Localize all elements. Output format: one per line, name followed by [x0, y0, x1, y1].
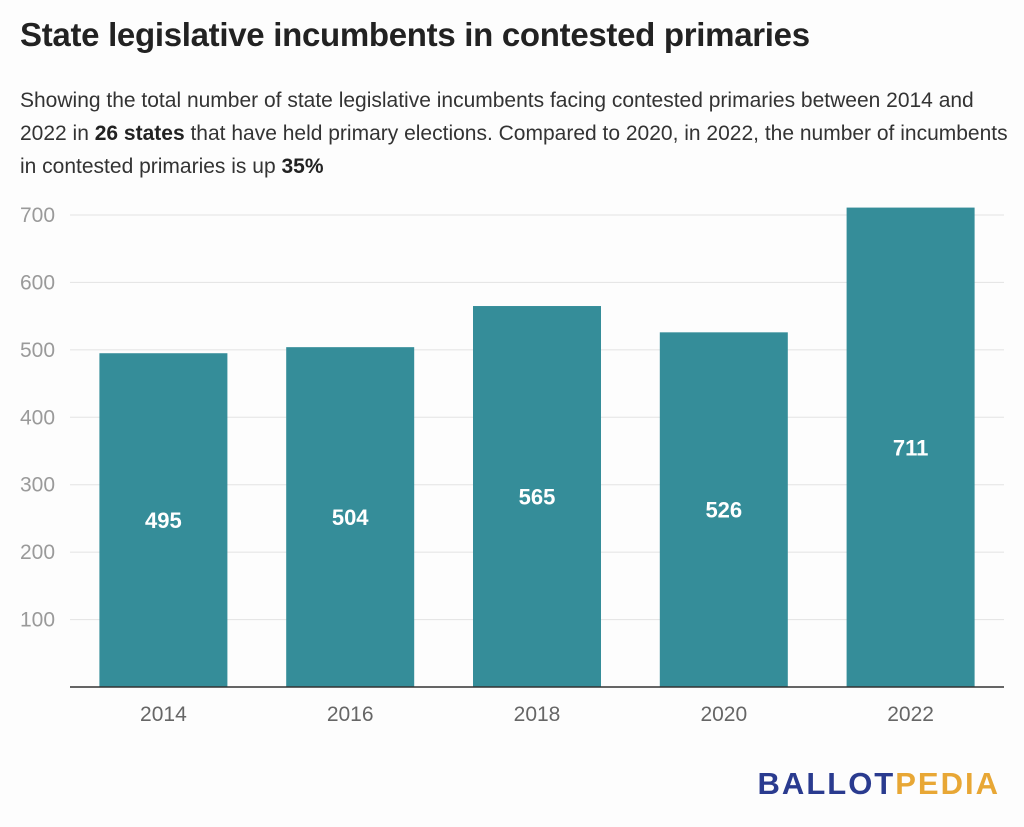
bar-2016 [286, 347, 415, 687]
data-label-2020: 526 [705, 498, 742, 523]
data-label-2018: 565 [519, 485, 556, 510]
data-label-2014: 495 [145, 508, 182, 533]
subtitle-text-2: that have held primary elections. Compar… [20, 122, 1008, 178]
x-tick-label-2018: 2018 [514, 703, 561, 726]
bar-2020 [659, 332, 788, 687]
chart-subtitle: Showing the total number of state legisl… [20, 84, 1010, 183]
y-tick-label-600: 600 [20, 271, 55, 294]
bar-2014 [99, 353, 228, 687]
logo-part-ballot: BALLOT [757, 766, 896, 801]
subtitle-bold-states: 26 states [94, 122, 185, 145]
data-label-2016: 504 [332, 505, 369, 530]
y-tick-label-400: 400 [20, 406, 55, 429]
y-tick-label-300: 300 [20, 474, 55, 497]
chart-title: State legislative incumbents in conteste… [20, 16, 810, 53]
subtitle-bold-percent: 35% [281, 155, 324, 178]
logo-part-pedia: PEDIA [895, 766, 1000, 801]
y-tick-label-500: 500 [20, 339, 55, 362]
bar-2018 [473, 306, 601, 687]
x-tick-label-2022: 2022 [887, 703, 934, 726]
subtitle-text-1: Showing the total number of state legisl… [20, 89, 974, 145]
data-label-2022: 711 [893, 435, 929, 460]
x-tick-label-2014: 2014 [140, 703, 187, 726]
x-tick-label-2020: 2020 [700, 703, 747, 726]
y-tick-label-200: 200 [20, 541, 55, 564]
y-tick-label-700: 700 [20, 204, 55, 227]
bar-2022 [846, 207, 975, 687]
y-tick-label-100: 100 [20, 609, 55, 632]
ballotpedia-logo: BALLOTPEDIA [758, 766, 1000, 802]
x-tick-label-2016: 2016 [327, 703, 374, 726]
